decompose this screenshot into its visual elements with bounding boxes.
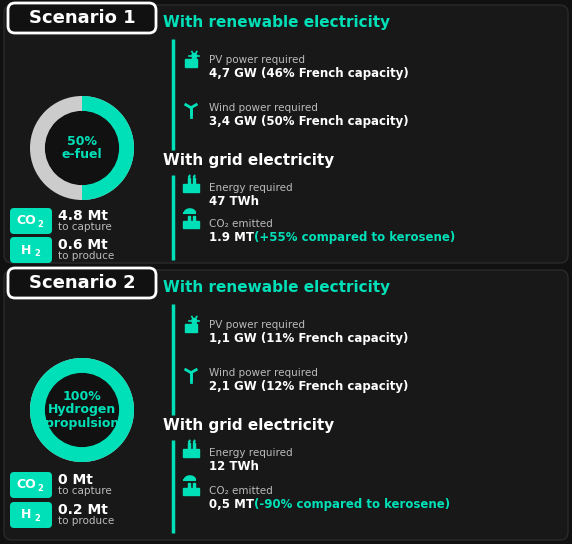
Text: H: H: [21, 244, 31, 257]
Bar: [188, 215, 190, 221]
Bar: [193, 215, 195, 221]
Bar: [185, 59, 197, 67]
Bar: [193, 443, 195, 449]
Text: 2: 2: [34, 514, 40, 523]
Text: 50%: 50%: [67, 135, 97, 148]
Text: to capture: to capture: [58, 222, 112, 232]
FancyBboxPatch shape: [10, 472, 52, 498]
Wedge shape: [82, 96, 134, 200]
Bar: [188, 443, 190, 449]
Text: 1,1 GW (11% French capacity): 1,1 GW (11% French capacity): [209, 332, 408, 345]
Polygon shape: [184, 209, 196, 213]
Wedge shape: [30, 358, 134, 462]
FancyBboxPatch shape: [8, 3, 156, 33]
Text: Scenario 2: Scenario 2: [29, 274, 136, 292]
Text: Energy required: Energy required: [209, 448, 293, 458]
Text: 4,7 GW (46% French capacity): 4,7 GW (46% French capacity): [209, 67, 409, 80]
Bar: [183, 449, 198, 456]
Text: 12 TWh: 12 TWh: [209, 460, 259, 473]
Text: Hydrogen: Hydrogen: [48, 404, 116, 417]
Wedge shape: [30, 358, 134, 462]
Text: 0 Mt: 0 Mt: [58, 473, 93, 487]
Text: to produce: to produce: [58, 251, 114, 261]
Wedge shape: [30, 96, 134, 200]
Circle shape: [192, 318, 197, 323]
Text: Energy required: Energy required: [209, 183, 293, 193]
Text: 2: 2: [37, 220, 43, 228]
Text: 3,4 GW (50% French capacity): 3,4 GW (50% French capacity): [209, 115, 408, 128]
Text: 100%: 100%: [62, 391, 101, 404]
Text: Wind power required: Wind power required: [209, 103, 318, 113]
Bar: [193, 483, 195, 489]
Text: 2: 2: [37, 484, 43, 493]
Text: 1.9 MT: 1.9 MT: [209, 231, 258, 244]
Bar: [183, 488, 198, 494]
FancyBboxPatch shape: [10, 237, 52, 263]
Circle shape: [46, 374, 118, 447]
Text: CO: CO: [16, 479, 36, 491]
Text: 47 TWh: 47 TWh: [209, 195, 259, 208]
Circle shape: [192, 53, 197, 58]
FancyBboxPatch shape: [8, 268, 156, 298]
Text: PV power required: PV power required: [209, 55, 305, 65]
Bar: [193, 178, 195, 184]
Bar: [188, 483, 190, 489]
Circle shape: [46, 112, 118, 184]
FancyBboxPatch shape: [4, 270, 568, 540]
Text: (+55% compared to kerosene): (+55% compared to kerosene): [254, 231, 455, 244]
Text: e-fuel: e-fuel: [62, 148, 102, 161]
FancyBboxPatch shape: [10, 502, 52, 528]
Text: With grid electricity: With grid electricity: [163, 418, 334, 433]
Text: 0.2 Mt: 0.2 Mt: [58, 503, 108, 517]
FancyBboxPatch shape: [10, 208, 52, 234]
Text: CO₂ emitted: CO₂ emitted: [209, 486, 273, 496]
Text: With renewable electricity: With renewable electricity: [163, 280, 390, 295]
Text: Wind power required: Wind power required: [209, 368, 318, 378]
Text: to produce: to produce: [58, 516, 114, 526]
Bar: [185, 324, 197, 332]
Text: 2,1 GW (12% French capacity): 2,1 GW (12% French capacity): [209, 380, 408, 393]
Text: to capture: to capture: [58, 486, 112, 496]
Text: (-90% compared to kerosene): (-90% compared to kerosene): [254, 498, 450, 511]
Polygon shape: [184, 476, 196, 480]
Text: propulsion: propulsion: [45, 417, 119, 430]
Text: CO: CO: [16, 214, 36, 227]
Text: H: H: [21, 509, 31, 522]
Text: 0,5 MT: 0,5 MT: [209, 498, 258, 511]
Bar: [188, 178, 190, 184]
Text: 2: 2: [34, 249, 40, 258]
FancyBboxPatch shape: [4, 5, 568, 263]
Text: 0.6 Mt: 0.6 Mt: [58, 238, 108, 252]
Text: 4.8 Mt: 4.8 Mt: [58, 209, 108, 223]
Text: With renewable electricity: With renewable electricity: [163, 15, 390, 30]
Text: CO₂ emitted: CO₂ emitted: [209, 219, 273, 229]
Text: With grid electricity: With grid electricity: [163, 153, 334, 168]
Bar: [183, 221, 198, 227]
Text: PV power required: PV power required: [209, 320, 305, 330]
Text: Scenario 1: Scenario 1: [29, 9, 136, 27]
Bar: [183, 184, 198, 191]
